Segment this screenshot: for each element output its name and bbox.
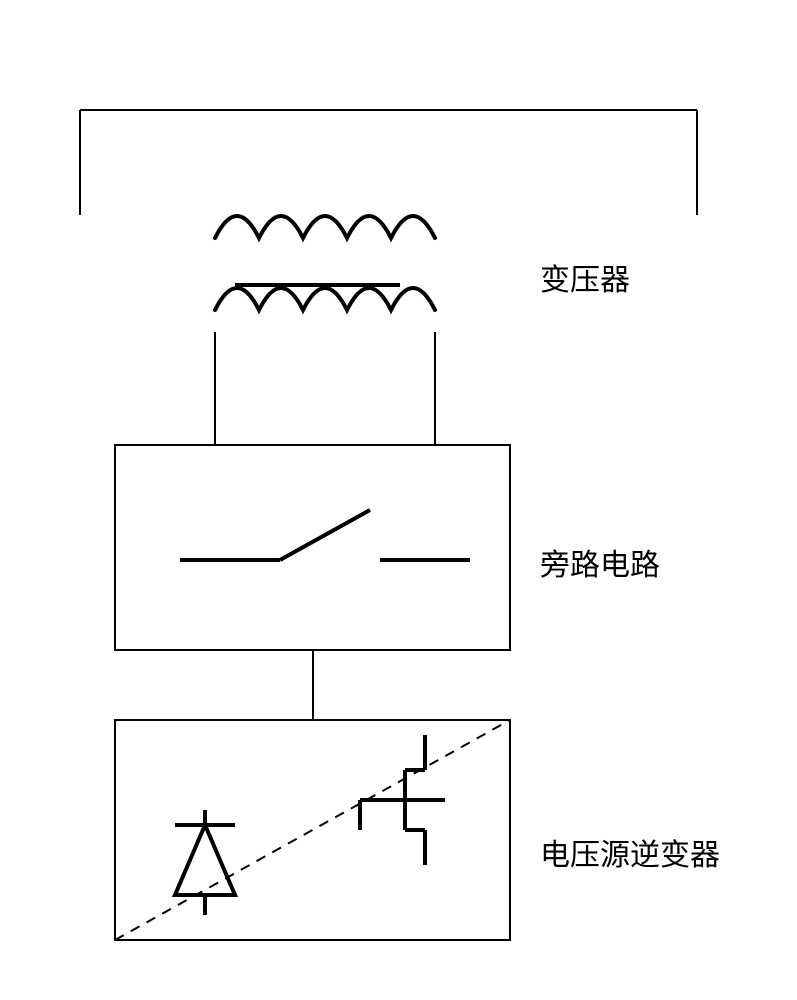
diagram-canvas: 变压器 旁路电路 电压源逆变器 xyxy=(0,0,797,1000)
label-inverter: 电压源逆变器 xyxy=(540,830,720,874)
label-bypass: 旁路电路 xyxy=(540,540,660,584)
label-transformer: 变压器 xyxy=(540,255,630,299)
